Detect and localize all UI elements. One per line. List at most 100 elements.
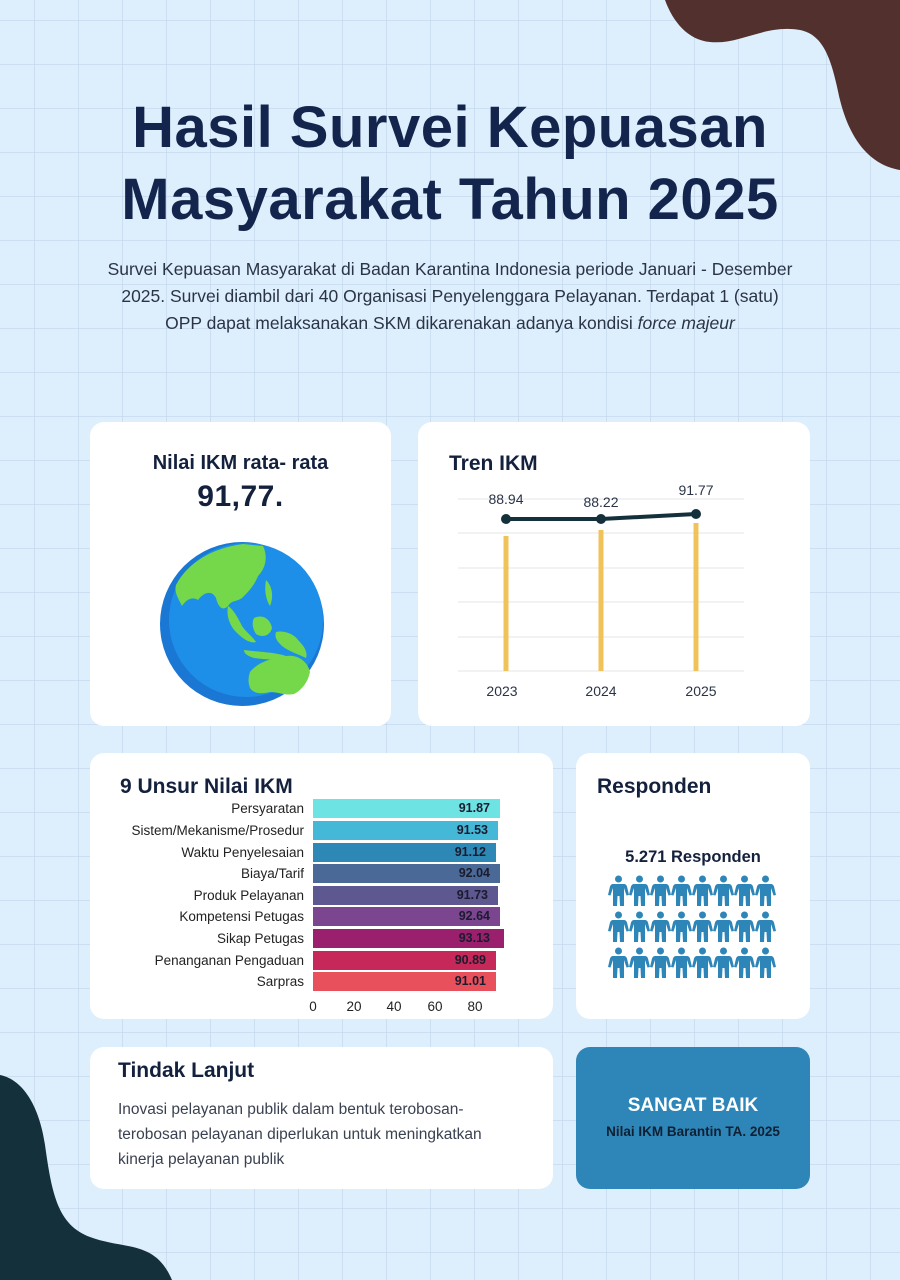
- person-icon: [692, 911, 713, 942]
- person-icon: [608, 875, 629, 906]
- person-icon: [608, 911, 629, 942]
- person-icon: [734, 875, 755, 906]
- bar-value: 91.01: [454, 974, 486, 988]
- rating-badge-subtitle: Nilai IKM Barantin TA. 2025: [606, 1124, 780, 1139]
- tindak-lanjut-text: Inovasi pelayanan publik dalam bentuk te…: [118, 1097, 528, 1172]
- bar: 91.01: [313, 972, 496, 991]
- x-axis-tick: 20: [346, 999, 362, 1014]
- bar-row-pengaduan: Penanganan Pengaduan 90.89: [90, 951, 553, 970]
- tren-ikm-card: Tren IKM 88.94 88.22 91.77 2023 2024: [418, 422, 810, 726]
- globe-icon: [160, 542, 324, 706]
- bar-label: Persyaratan: [231, 801, 304, 816]
- person-icon: [692, 875, 713, 906]
- bar-value: 91.12: [454, 845, 486, 859]
- tren-value-2024: 88.22: [583, 494, 618, 510]
- bar-row-biaya: Biaya/Tarif 92.04: [90, 864, 553, 883]
- rating-badge: SANGAT BAIK Nilai IKM Barantin TA. 2025: [576, 1047, 810, 1189]
- bar: 91.73: [313, 886, 498, 905]
- tren-year-2024: 2024: [585, 683, 616, 699]
- subtitle-line-3: OPP dapat melaksanakan SKM dikarenakan a…: [70, 310, 830, 337]
- bar-label: Penanganan Pengaduan: [154, 953, 304, 968]
- title-line-1: Hasil Survei Kepuasan: [132, 95, 768, 160]
- person-icon: [713, 947, 734, 978]
- bar-label: Sarpras: [256, 974, 304, 989]
- bar-label: Sikap Petugas: [216, 931, 304, 946]
- responden-card: Responden 5.271 Responden: [576, 753, 810, 1019]
- ikm-average-label: Nilai IKM rata- rata: [152, 452, 329, 474]
- page-subtitle: Survei Kepuasan Masyarakat di Badan Kara…: [70, 256, 830, 337]
- bar-label: Sistem/Mekanisme/Prosedur: [131, 823, 304, 838]
- person-icon: [734, 911, 755, 942]
- bar-value: 90.89: [454, 953, 486, 967]
- tindak-lanjut-line-2: terobosan pelayanan diperlukan untuk men…: [118, 1126, 482, 1143]
- person-icon: [671, 947, 692, 978]
- bar-value: 91.73: [456, 888, 488, 902]
- bar-row-kompetensi: Kompetensi Petugas 92.64: [90, 907, 553, 926]
- x-axis-tick: 0: [309, 999, 317, 1014]
- bar: 91.87: [313, 799, 500, 818]
- tren-ikm-title: Tren IKM: [449, 452, 538, 475]
- person-icon: [650, 947, 671, 978]
- page-title: Hasil Survei Kepuasan Masyarakat Tahun 2…: [0, 92, 900, 236]
- person-icon: [713, 911, 734, 942]
- bar: 91.53: [313, 821, 498, 840]
- bar-row-sistem: Sistem/Mekanisme/Prosedur 91.53: [90, 821, 553, 840]
- tindak-lanjut-line-1: Inovasi pelayanan publik dalam bentuk te…: [118, 1101, 464, 1118]
- tren-year-2023: 2023: [486, 683, 517, 699]
- subtitle-line-1: Survei Kepuasan Masyarakat di Badan Kara…: [107, 259, 793, 279]
- subtitle-line-3-text: OPP dapat melaksanakan SKM dikarenakan a…: [165, 313, 638, 333]
- unsur-ikm-title: 9 Unsur Nilai IKM: [120, 775, 293, 798]
- person-icon: [608, 947, 629, 978]
- bar-label: Biaya/Tarif: [240, 866, 304, 881]
- bar: 93.13: [313, 929, 504, 948]
- person-icon: [734, 947, 755, 978]
- bar: 90.89: [313, 951, 496, 970]
- x-axis-tick: 60: [427, 999, 443, 1014]
- decorative-blob-top: [665, 0, 900, 170]
- rating-badge-label: SANGAT BAIK: [627, 1095, 759, 1116]
- people-grid: [608, 875, 780, 980]
- bar: 91.12: [313, 843, 496, 862]
- bar-label: Waktu Penyelesaian: [181, 845, 304, 860]
- person-icon: [755, 875, 776, 906]
- decorative-blob-bottom: [0, 1075, 172, 1280]
- person-icon: [671, 875, 692, 906]
- tindak-lanjut-title: Tindak Lanjut: [118, 1059, 255, 1082]
- x-axis-tick: 40: [386, 999, 402, 1014]
- person-icon: [629, 947, 650, 978]
- tindak-lanjut-card: Tindak Lanjut Inovasi pelayanan publik d…: [90, 1047, 553, 1189]
- person-icon: [671, 911, 692, 942]
- bar-row-persyaratan: Persyaratan 91.87: [90, 799, 553, 818]
- person-icon: [650, 875, 671, 906]
- bar-value: 91.87: [458, 801, 490, 815]
- bar-label: Produk Pelayanan: [193, 888, 304, 903]
- tindak-lanjut-line-3: kinerja pelayanan publik: [118, 1151, 285, 1168]
- tren-ikm-chart: 88.94 88.22 91.77 2023 2024 2025: [458, 482, 744, 699]
- tren-value-2023: 88.94: [488, 491, 523, 507]
- bar-row-sarpras: Sarpras 91.01: [90, 972, 553, 991]
- unsur-ikm-card: 9 Unsur Nilai IKM Persyaratan 91.87 Sist…: [90, 753, 553, 1019]
- bar-row-produk: Produk Pelayanan 91.73: [90, 886, 553, 905]
- tren-points: [501, 509, 701, 524]
- person-icon: [713, 875, 734, 906]
- bar-value: 92.64: [458, 909, 490, 923]
- bar: 92.64: [313, 907, 500, 926]
- tren-year-2025: 2025: [685, 683, 716, 699]
- person-icon: [692, 947, 713, 978]
- bar-value: 92.04: [458, 866, 490, 880]
- responden-title: Responden: [597, 775, 712, 798]
- bar-label: Kompetensi Petugas: [179, 909, 304, 924]
- person-icon: [650, 911, 671, 942]
- person-icon: [629, 875, 650, 906]
- subtitle-line-2: 2025. Survei diambil dari 40 Organisasi …: [121, 286, 779, 306]
- x-axis-tick: 80: [467, 999, 483, 1014]
- bar-value: 93.13: [458, 931, 490, 945]
- person-icon: [629, 911, 650, 942]
- bar-row-sikap: Sikap Petugas 93.13: [90, 929, 553, 948]
- bar-row-waktu: Waktu Penyelesaian 91.12: [90, 843, 553, 862]
- title-line-2: Masyarakat Tahun 2025: [121, 167, 779, 232]
- person-icon: [755, 911, 776, 942]
- ikm-average-card: Nilai IKM rata- rata 91,77.: [90, 422, 391, 726]
- person-icon: [755, 947, 776, 978]
- bar-value: 91.53: [456, 823, 488, 837]
